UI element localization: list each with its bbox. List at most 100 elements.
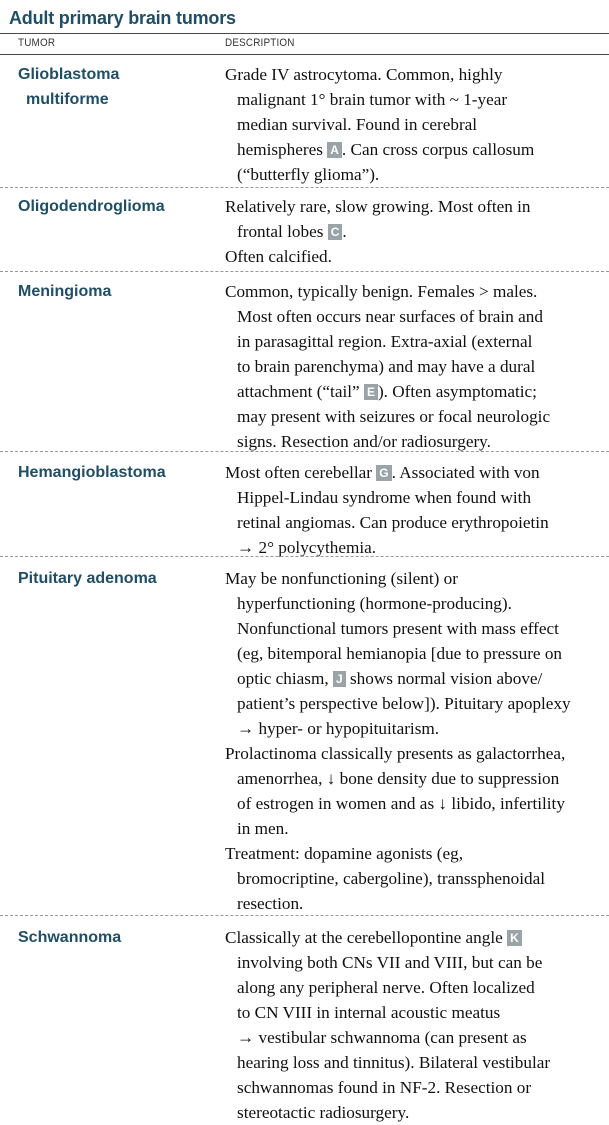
- description-line: Classically at the cerebellopontine angl…: [225, 925, 607, 950]
- tumor-description: Classically at the cerebellopontine angl…: [225, 925, 607, 1125]
- description-text: amenorrhea, ↓ bone density due to suppre…: [237, 769, 560, 788]
- image-reference-badge: J: [332, 671, 346, 687]
- row-separator: [0, 556, 609, 557]
- image-reference-badge: G: [376, 465, 392, 481]
- description-text: . Can cross corpus callosum: [341, 140, 535, 159]
- row-separator: [0, 915, 609, 916]
- description-line: involving both CNs VII and VIII, but can…: [225, 950, 607, 975]
- description-line: to brain parenchyma) and may have a dura…: [225, 354, 607, 379]
- description-line: May be nonfunctioning (silent) or: [225, 566, 607, 591]
- description-text: bromocriptine, cabergoline), transspheno…: [237, 869, 546, 888]
- description-text: Hippel-Lindau syndrome when found with: [237, 488, 532, 507]
- description-text: (“butterfly glioma”).: [237, 165, 380, 184]
- tumor-name: Oligodendroglioma: [18, 194, 208, 219]
- description-text: shows normal vision above/: [345, 669, 543, 688]
- column-header-description: DESCRIPTION: [225, 37, 295, 49]
- description-text: involving both CNs VII and VIII, but can…: [237, 953, 543, 972]
- description-text: Grade IV astrocytoma. Common, highly: [225, 65, 503, 84]
- tumor-description: Common, typically benign. Females > male…: [225, 279, 607, 454]
- image-reference-badge: A: [327, 142, 342, 158]
- description-line: resection.: [225, 891, 607, 916]
- description-text: . Associated with von: [391, 463, 540, 482]
- description-line: in parasagittal region. Extra-axial (ext…: [225, 329, 607, 354]
- image-reference-badge: E: [363, 384, 378, 400]
- description-line: amenorrhea, ↓ bone density due to suppre…: [225, 766, 607, 791]
- description-text: malignant 1° brain tumor with ~ 1-year: [237, 90, 508, 109]
- column-header-tumor: TUMOR: [18, 37, 56, 49]
- description-line: (eg, bitemporal hemianopia [due to press…: [225, 641, 607, 666]
- row-separator: [0, 271, 609, 272]
- description-line: Hippel-Lindau syndrome when found with: [225, 485, 607, 510]
- description-paragraph: Relatively rare, slow growing. Most ofte…: [225, 194, 607, 244]
- description-line: → 2° polycythemia.: [225, 535, 607, 560]
- description-line: in men.: [225, 816, 607, 841]
- description-line: of estrogen in women and as ↓ libido, in…: [225, 791, 607, 816]
- description-text: Treatment: dopamine agonists (eg,: [225, 844, 464, 863]
- image-reference-badge: K: [507, 930, 522, 946]
- description-paragraph: Treatment: dopamine agonists (eg, bromocr…: [225, 841, 607, 916]
- description-text: hearing loss and tinnitus). Bilateral ve…: [237, 1053, 551, 1072]
- description-text: in parasagittal region. Extra-axial (ext…: [237, 332, 533, 351]
- description-line: median survival. Found in cerebral: [225, 112, 607, 137]
- description-line: Often calcified.: [225, 244, 607, 269]
- description-text: optic chiasm,: [237, 669, 333, 688]
- description-line: → vestibular schwannoma (can present as: [225, 1025, 607, 1050]
- tumor-name-line: Pituitary adenoma: [18, 570, 157, 587]
- tumor-name: Glioblastoma multiforme: [18, 62, 208, 112]
- tumor-description: May be nonfunctioning (silent) or hyperfu…: [225, 566, 607, 916]
- description-line: malignant 1° brain tumor with ~ 1-year: [225, 87, 607, 112]
- tumor-description: Most often cerebellar G. Associated with…: [225, 460, 607, 560]
- description-text: retinal angiomas. Can produce erythropoi…: [237, 513, 549, 532]
- description-text: to CN VIII in internal acoustic meatus: [237, 1003, 501, 1022]
- description-line: Treatment: dopamine agonists (eg,: [225, 841, 607, 866]
- description-text: → vestibular schwannoma (can present as: [237, 1028, 527, 1047]
- description-text: frontal lobes: [237, 222, 328, 241]
- tumor-name-line: Glioblastoma: [18, 66, 120, 83]
- tumor-name-line: multiforme: [26, 91, 109, 108]
- description-line: Most often cerebellar G. Associated with…: [225, 460, 607, 485]
- description-text: Classically at the cerebellopontine angl…: [225, 928, 508, 947]
- description-paragraph: May be nonfunctioning (silent) or hyperfu…: [225, 566, 607, 741]
- description-text: of estrogen in women and as ↓ libido, in…: [237, 794, 565, 813]
- description-line: (“butterfly glioma”).: [225, 162, 607, 187]
- description-text: signs. Resection and/or radiosurgery.: [237, 432, 491, 451]
- tumor-description: Relatively rare, slow growing. Most ofte…: [225, 194, 607, 269]
- header-bottom-rule: [0, 54, 609, 55]
- description-line: hemispheres A. Can cross corpus callosum: [225, 137, 607, 162]
- description-paragraph: Grade IV astrocytoma. Common, highly mali…: [225, 62, 607, 187]
- description-line: Common, typically benign. Females > male…: [225, 279, 607, 304]
- description-line: attachment (“tail” E). Often asymptomati…: [225, 379, 607, 404]
- description-text: patient’s perspective below]). Pituitary…: [237, 694, 571, 713]
- image-reference-badge: C: [327, 224, 343, 240]
- description-text: median survival. Found in cerebral: [237, 115, 478, 134]
- description-line: patient’s perspective below]). Pituitary…: [225, 691, 607, 716]
- description-text: Common, typically benign. Females > male…: [225, 282, 538, 301]
- description-line: along any peripheral nerve. Often locali…: [225, 975, 607, 1000]
- tumor-name: Hemangioblastoma: [18, 460, 208, 485]
- description-text: may present with seizures or focal neuro…: [237, 407, 551, 426]
- description-text: attachment (“tail”: [237, 382, 364, 401]
- description-line: hyperfunctioning (hormone-producing).: [225, 591, 607, 616]
- description-text: Often calcified.: [225, 247, 332, 266]
- description-line: frontal lobes C.: [225, 219, 607, 244]
- page-title: Adult primary brain tumors: [9, 8, 236, 28]
- description-paragraph: Common, typically benign. Females > male…: [225, 279, 607, 454]
- description-text: along any peripheral nerve. Often locali…: [237, 978, 535, 997]
- header-top-rule: [0, 33, 609, 34]
- description-text: hemispheres: [237, 140, 328, 159]
- description-line: signs. Resection and/or radiosurgery.: [225, 429, 607, 454]
- description-text: (eg, bitemporal hemianopia [due to press…: [237, 644, 563, 663]
- description-line: may present with seizures or focal neuro…: [225, 404, 607, 429]
- description-text: ). Often asymptomatic;: [377, 382, 537, 401]
- description-text: schwannomas found in NF-2. Resection or: [237, 1078, 532, 1097]
- description-paragraph: Prolactinoma classically presents as gal…: [225, 741, 607, 841]
- description-text: Most often occurs near surfaces of brain…: [237, 307, 543, 326]
- description-line: hearing loss and tinnitus). Bilateral ve…: [225, 1050, 607, 1075]
- row-separator: [0, 451, 609, 452]
- description-text: → hyper- or hypopituitarism.: [237, 719, 440, 738]
- description-line: Most often occurs near surfaces of brain…: [225, 304, 607, 329]
- description-text: Relatively rare, slow growing. Most ofte…: [225, 197, 531, 216]
- description-text: .: [342, 222, 347, 241]
- row-separator: [0, 187, 609, 188]
- description-line: → hyper- or hypopituitarism.: [225, 716, 607, 741]
